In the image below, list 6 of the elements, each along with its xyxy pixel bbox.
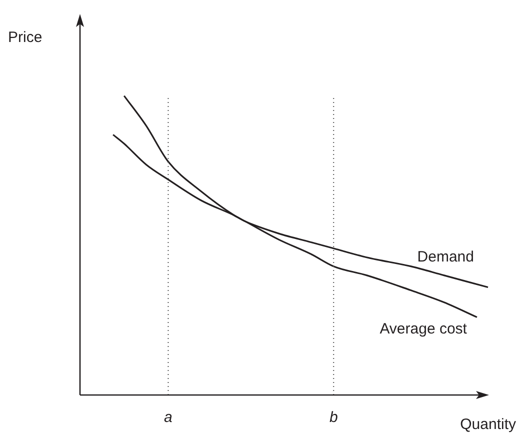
x-tick-label: b (329, 409, 338, 426)
series-label: Average cost (380, 320, 468, 338)
x-tick-label: a (164, 409, 172, 426)
y-axis-title: Price (8, 29, 42, 46)
x-axis-title: Quantity (460, 416, 516, 434)
series-label: Demand (417, 248, 474, 266)
